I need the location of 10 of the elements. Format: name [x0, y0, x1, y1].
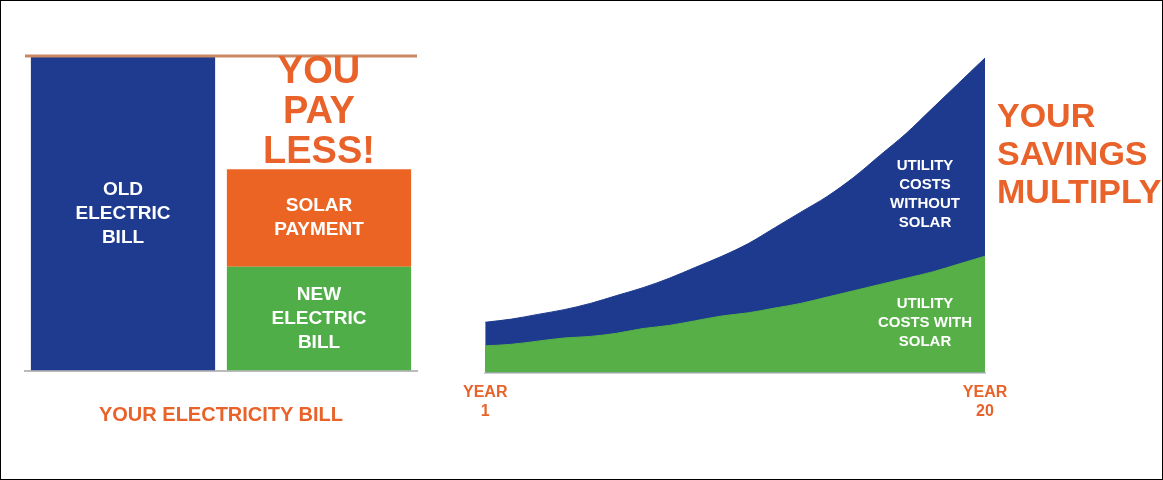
annotation: YOU PAY LESS! [263, 49, 375, 172]
series-label: NEW ELECTRIC BILL [271, 282, 367, 352]
x-tick-label: YEAR 20 [962, 382, 1008, 419]
series-label: OLD ELECTRIC BILL [75, 177, 171, 247]
series-label: SOLAR PAYMENT [274, 194, 365, 240]
x-axis-title: YOUR ELECTRICITY BILL [98, 402, 344, 425]
x-tick-label: YEAR 1 [463, 382, 508, 419]
text: YOUR SAVINGS MULTIPLY [997, 96, 1162, 211]
series-label: UTILITY COSTS WITH SOLAR [877, 294, 973, 350]
series-label: UTILITY COSTS WITHOUT SOLAR [890, 156, 960, 231]
